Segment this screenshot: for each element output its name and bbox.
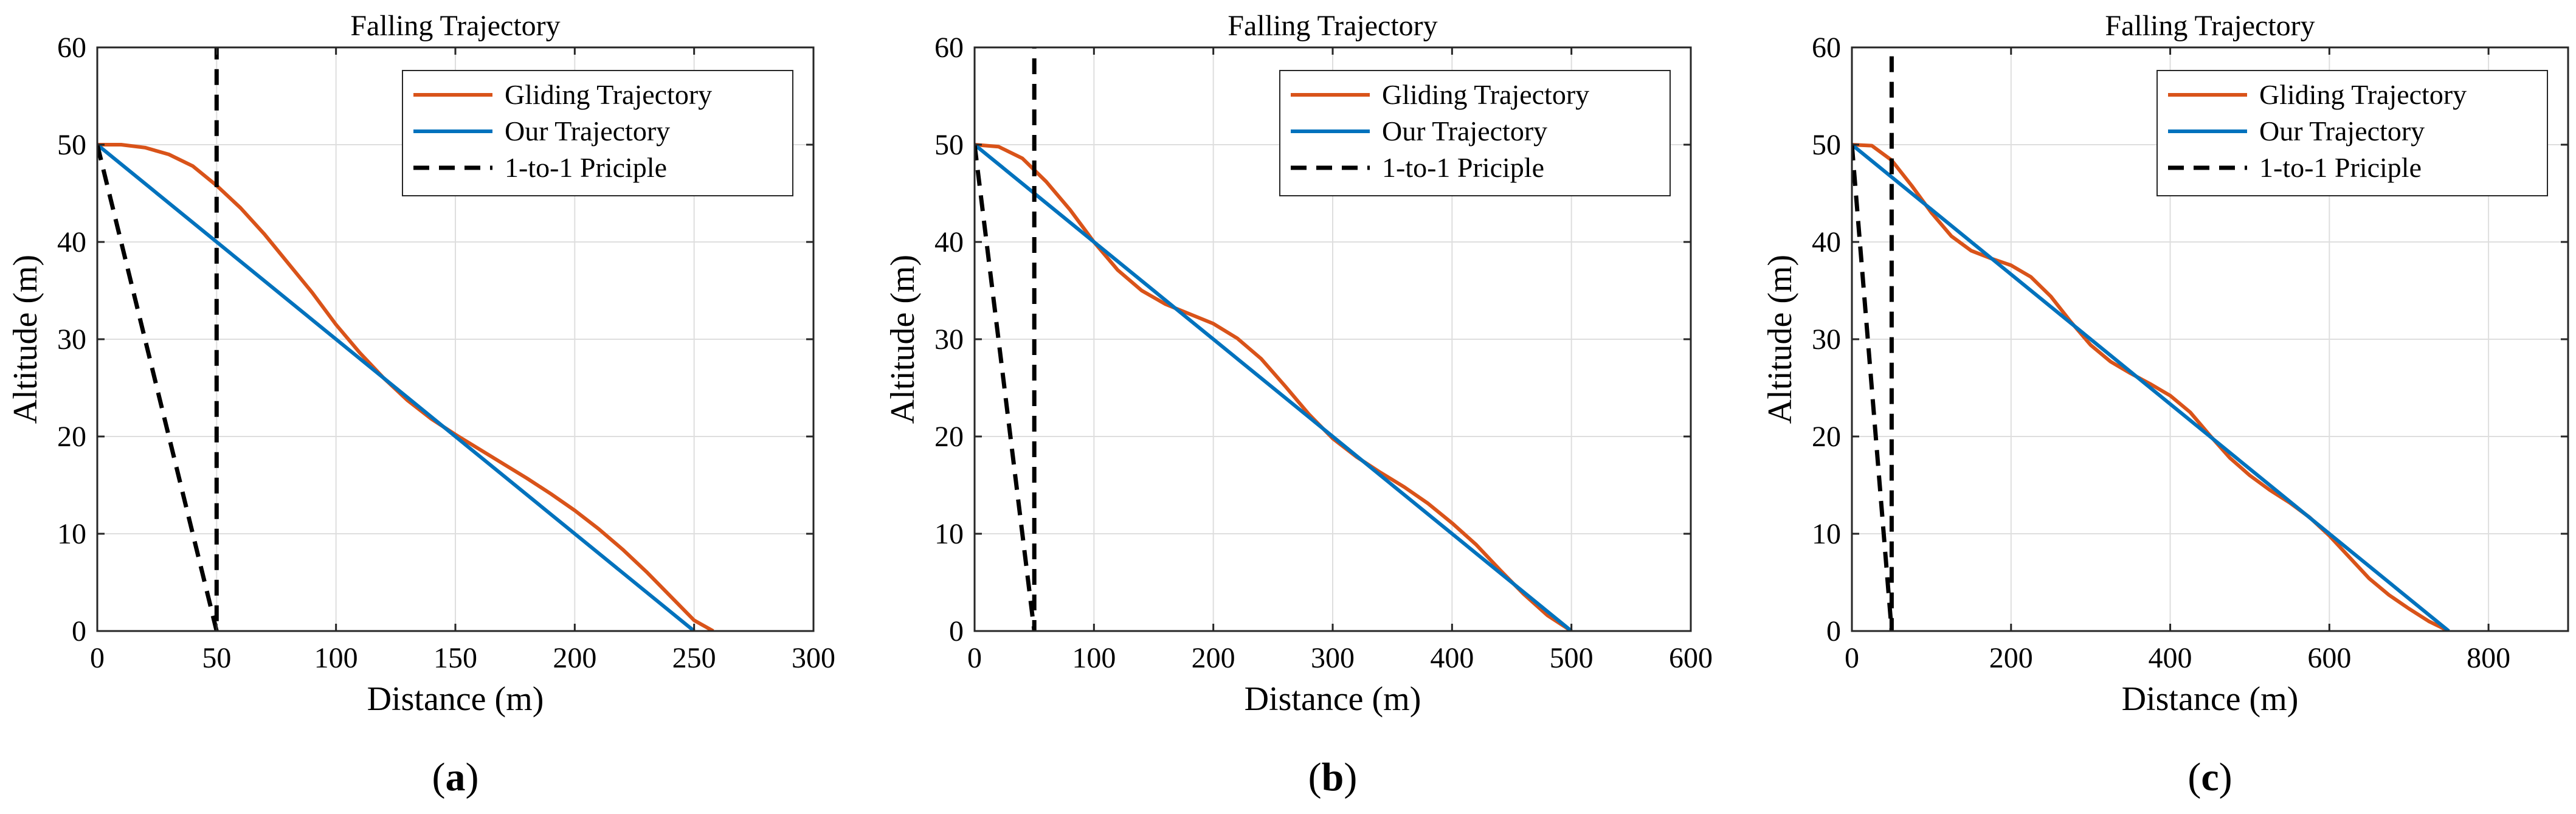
series-line-1-to-1-priciple [97, 47, 219, 631]
x-axis-label: Distance (m) [2122, 680, 2299, 718]
x-tick-label: 100 [1072, 642, 1116, 674]
series-line-our-trajectory [1852, 143, 2450, 631]
legend-entry: Our Trajectory [2259, 116, 2425, 147]
x-tick-label: 100 [314, 642, 358, 674]
x-tick-label: 150 [433, 642, 477, 674]
y-tick-label: 60 [1812, 32, 1841, 64]
y-tick-label: 10 [57, 518, 86, 550]
y-tick-label: 40 [57, 226, 86, 258]
x-tick-label: 800 [2467, 642, 2510, 674]
chart-panel-2: 0 100 200 300 400 500 600 0 10 20 30 40 50 60 Falling … [884, 10, 1713, 799]
legend-entry: 1-to-1 Priciple [2259, 152, 2422, 183]
x-tick-label: 600 [2307, 642, 2351, 674]
x-tick-label: 50 [202, 642, 231, 674]
series-line-our-trajectory [97, 143, 696, 631]
legend: Gliding Trajectory Our Trajectory 1-to-1 P… [2156, 70, 2548, 196]
y-axis-label: Altitude (m) [884, 255, 922, 424]
chart-title: Falling Trajectory [1228, 10, 1437, 42]
x-tick-label: 300 [1311, 642, 1355, 674]
x-tick-label: 0 [90, 642, 105, 674]
y-tick-label: 20 [934, 421, 964, 453]
y-axis-label: Altitude (m) [7, 255, 44, 424]
legend: Gliding Trajectory Our Trajectory 1-to-1 P… [1279, 70, 1671, 196]
legend: Gliding Trajectory Our Trajectory 1-to-1 P… [402, 70, 793, 196]
y-tick-label: 60 [934, 32, 964, 64]
y-tick-label: 50 [934, 129, 964, 161]
x-tick-label: 0 [1845, 642, 1859, 674]
chart-title: Falling Trajectory [350, 10, 560, 42]
series-line-gliding-trajectory [975, 143, 1573, 631]
x-tick-label: 300 [792, 642, 835, 674]
y-tick-label: 60 [57, 32, 86, 64]
series-line-1-to-1-priciple [1852, 47, 1894, 631]
y-tick-label: 30 [57, 323, 86, 356]
y-tick-label: 0 [72, 615, 86, 647]
subfigure-label: (b) [1308, 755, 1358, 799]
y-tick-label: 40 [934, 226, 964, 258]
series-line-gliding-trajectory [97, 143, 714, 631]
x-tick-label: 200 [1192, 642, 1235, 674]
x-tick-label: 400 [1430, 642, 1474, 674]
x-tick-label: 0 [967, 642, 982, 674]
y-tick-label: 30 [1812, 323, 1841, 356]
x-tick-label: 500 [1550, 642, 1594, 674]
y-tick-label: 20 [1812, 421, 1841, 453]
y-tick-label: 40 [1812, 226, 1841, 258]
y-tick-label: 50 [57, 129, 86, 161]
series-line-gliding-trajectory [1852, 143, 2450, 631]
legend-entry: 1-to-1 Priciple [505, 152, 667, 183]
series-line-our-trajectory [975, 143, 1573, 631]
y-axis-label: Altitude (m) [1761, 255, 1799, 424]
y-tick-label: 0 [1826, 615, 1841, 647]
chart-panel-3: 0 200 400 600 800 0 10 20 30 40 50 60 Falling Trajec… [1761, 10, 2569, 799]
legend-entry: Gliding Trajectory [2259, 79, 2467, 110]
series-line-1-to-1-priciple [975, 47, 1037, 631]
x-tick-label: 250 [672, 642, 716, 674]
y-tick-label: 50 [1812, 129, 1841, 161]
chart-panel-1: 0 50 100 150 200 250 300 0 10 20 30 40 50 60 Falling T… [7, 10, 835, 799]
x-tick-label: 200 [553, 642, 596, 674]
subfigure-label: (a) [432, 755, 479, 799]
x-tick-label: 200 [1989, 642, 2033, 674]
subfigure-label: (c) [2188, 755, 2232, 799]
x-axis-label: Distance (m) [367, 680, 544, 718]
y-tick-label: 0 [949, 615, 964, 647]
chart-title: Falling Trajectory [2105, 10, 2315, 42]
y-tick-label: 20 [57, 421, 86, 453]
x-axis-label: Distance (m) [1245, 680, 1421, 718]
legend-entry: Gliding Trajectory [1382, 79, 1589, 110]
legend-entry: 1-to-1 Priciple [1382, 152, 1544, 183]
y-tick-label: 10 [1812, 518, 1841, 550]
legend-entry: Our Trajectory [505, 116, 670, 147]
x-tick-label: 600 [1669, 642, 1713, 674]
y-tick-label: 10 [934, 518, 964, 550]
y-tick-label: 30 [934, 323, 964, 356]
x-tick-label: 400 [2149, 642, 2192, 674]
legend-entry: Our Trajectory [1382, 116, 1547, 147]
legend-entry: Gliding Trajectory [505, 79, 712, 110]
